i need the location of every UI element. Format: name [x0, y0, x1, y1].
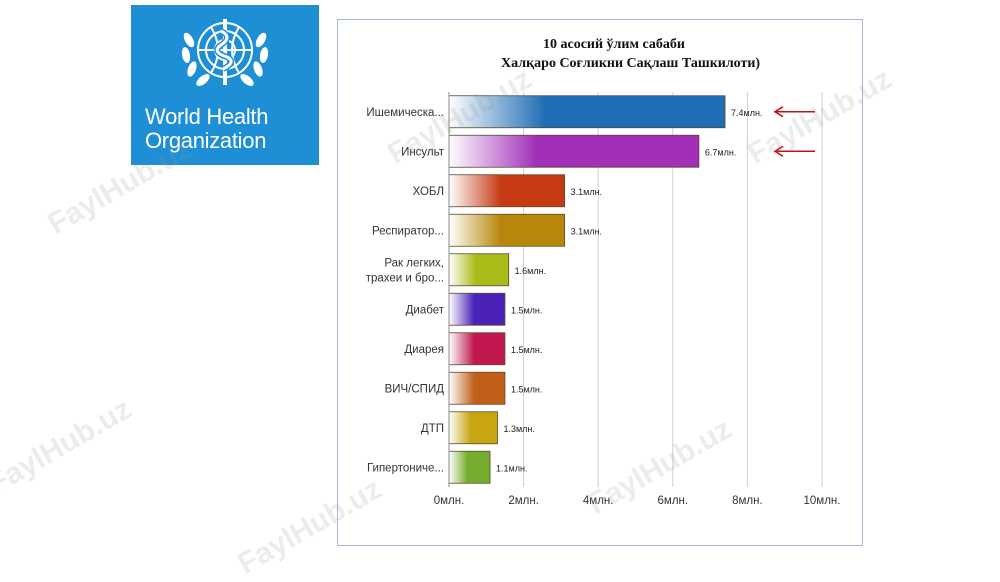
data-label: 1.6млн.	[515, 266, 546, 276]
bar	[448, 174, 566, 208]
x-tick-label: 2млн.	[508, 495, 539, 507]
category-label: Диабет	[406, 304, 445, 316]
logo-text-line1: World Health	[145, 104, 269, 129]
category-label: ВИЧ/СПИД	[385, 383, 445, 395]
bar	[448, 411, 498, 445]
bar	[448, 450, 491, 484]
watermark: FaylHub.uz	[0, 392, 138, 501]
data-label: 3.1млн.	[571, 187, 602, 197]
data-label: 3.1млн.	[571, 226, 602, 236]
x-tick-label: 10млн.	[804, 495, 841, 507]
category-label: ХОБЛ	[413, 186, 444, 198]
bar	[448, 253, 510, 287]
data-label: 1.5млн.	[511, 305, 542, 315]
bar	[448, 134, 700, 168]
x-tick-label: 6млн.	[658, 495, 689, 507]
bar	[448, 95, 726, 129]
category-label: ДТП	[421, 423, 444, 435]
data-label: 1.1млн.	[496, 463, 527, 473]
data-label: 6.7млн.	[705, 147, 736, 157]
chart-subtitle: Халқаро Соғликни Сақлаш Ташкилоти)	[501, 56, 761, 71]
data-label: 7.4млн.	[731, 108, 762, 118]
logo-text-line2: Organization	[145, 128, 267, 153]
category-label: Инсульт	[401, 146, 445, 158]
chart-title: 10 асосий ўлим сабаби	[543, 37, 685, 52]
category-label: Гипертониче...	[367, 462, 444, 474]
annotation-arrow	[773, 106, 815, 118]
bar	[448, 371, 506, 405]
category-label: Ишемическа...	[366, 107, 444, 119]
x-tick-label: 4млн.	[583, 495, 614, 507]
category-label: трахеи и бро...	[366, 272, 444, 284]
bar	[448, 332, 506, 366]
data-label: 1.3млн.	[503, 424, 534, 434]
x-tick-label: 8млн.	[732, 495, 763, 507]
category-label: Диарея	[404, 344, 444, 356]
bar-chart: 0млн. 2млн. 4млн. 6млн. 8млн. 10млн. 7.4млн. Иш…	[366, 92, 841, 507]
annotation-arrow	[773, 145, 815, 157]
un-emblem-icon	[181, 19, 269, 86]
bar	[448, 213, 566, 247]
who-logo: World Health Organization	[131, 5, 319, 165]
data-label: 1.5млн.	[511, 384, 542, 394]
category-label: Рак легких,	[384, 257, 444, 269]
category-label: Респиратор...	[372, 225, 444, 237]
chart-frame: 10 асосий ўлим сабаби Халқаро Соғликни С…	[337, 19, 863, 546]
x-tick-label: 0млн.	[434, 495, 465, 507]
bar	[448, 292, 506, 326]
data-label: 1.5млн.	[511, 345, 542, 355]
